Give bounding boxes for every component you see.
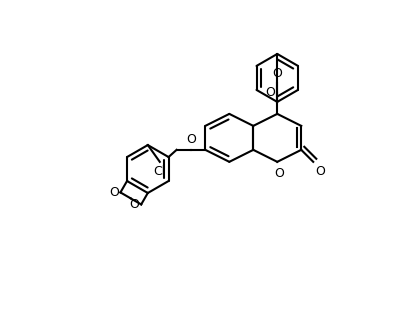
Text: O: O <box>186 133 196 146</box>
Text: O: O <box>130 198 139 211</box>
Text: O: O <box>109 186 119 199</box>
Text: O: O <box>272 67 282 80</box>
Text: O: O <box>266 86 276 99</box>
Text: O: O <box>274 167 284 180</box>
Text: O: O <box>315 165 325 178</box>
Text: Cl: Cl <box>154 165 166 177</box>
